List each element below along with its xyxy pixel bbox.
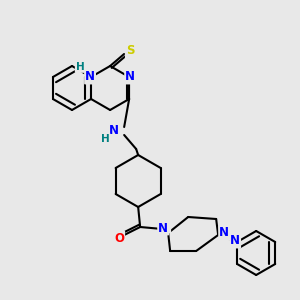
Text: N: N [85, 70, 95, 83]
Text: N: N [230, 235, 240, 248]
Text: N: N [219, 226, 229, 239]
Text: N: N [109, 124, 119, 137]
Text: O: O [114, 232, 124, 244]
Text: H: H [101, 134, 110, 144]
Text: N: N [160, 220, 170, 232]
Text: N: N [158, 221, 168, 235]
Text: S: S [126, 44, 134, 58]
Text: H: H [76, 62, 84, 72]
Text: N: N [125, 70, 135, 83]
